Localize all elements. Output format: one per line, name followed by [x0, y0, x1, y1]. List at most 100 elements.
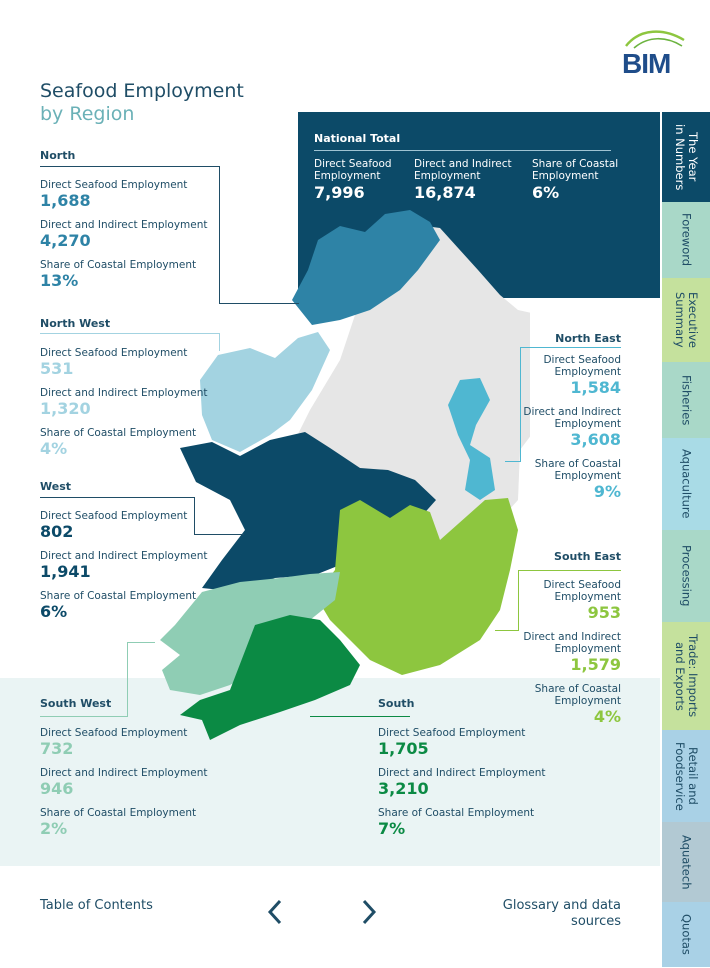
south-share-value: 7%: [378, 819, 406, 838]
north-leader-v: [219, 166, 220, 303]
northeast-leader-v: [520, 347, 521, 461]
region-west-name: West: [40, 480, 72, 493]
northwest-indirect-label: Direct and Indirect Employment: [40, 387, 208, 399]
glossary-link[interactable]: Glossary and data sources: [502, 898, 621, 929]
prev-page-button[interactable]: [263, 896, 287, 928]
south-band: [0, 678, 660, 866]
southeast-rule: [518, 570, 621, 571]
south-indirect-value: 3,210: [378, 779, 429, 798]
map-northwest-region: [200, 332, 330, 452]
west-direct-value: 802: [40, 522, 74, 541]
region-northeast: North East Direct Seafood Employment 1,5…: [521, 332, 621, 510]
west-leader-h: [194, 534, 244, 535]
tab-foreword-label: Foreword: [679, 213, 694, 267]
map-southwest-region: [160, 572, 340, 695]
national-indirect: Direct and Indirect Employment 16,874: [414, 158, 514, 202]
northeast-direct-label: Direct Seafood Employment: [543, 354, 621, 378]
southeast-share-value: 4%: [593, 707, 621, 726]
region-north: North Direct Seafood Employment 1,688 Di…: [40, 149, 215, 299]
tab-trade[interactable]: Trade: Imports and Exports: [662, 622, 710, 731]
northwest-share-value: 4%: [40, 439, 68, 458]
northeast-share-label: Share of Coastal Employment: [534, 458, 621, 482]
southwest-leader-h: [127, 642, 155, 643]
tab-aquatech[interactable]: Aquatech: [662, 822, 710, 903]
south-rule: [310, 716, 410, 717]
map-north-region: [292, 210, 440, 325]
tab-retail-foodservice[interactable]: Retail and Foodservice: [662, 730, 710, 823]
west-share-label: Share of Coastal Employment: [40, 590, 197, 602]
southeast-indirect-value: 1,579: [570, 655, 621, 674]
north-direct-value: 1,688: [40, 191, 91, 210]
south-direct-label: Direct Seafood Employment: [378, 727, 526, 739]
southeast-share-label: Share of Coastal Employment: [534, 683, 621, 707]
tab-processing[interactable]: Processing: [662, 530, 710, 623]
national-total-title: National Total: [314, 132, 401, 145]
region-west: West Direct Seafood Employment 802 Direc…: [40, 480, 215, 630]
national-share-value: 6%: [532, 183, 560, 202]
south-share-label: Share of Coastal Employment: [378, 807, 535, 819]
north-direct-label: Direct Seafood Employment: [40, 179, 188, 191]
map-northeast-region: [448, 378, 495, 500]
northwest-rule: [40, 333, 220, 334]
tab-fisheries[interactable]: Fisheries: [662, 362, 710, 439]
southwest-rule: [40, 716, 128, 717]
north-leader-h: [219, 303, 299, 304]
southwest-indirect-label: Direct and Indirect Employment: [40, 767, 208, 779]
national-indirect-label: Direct and Indirect Employment: [414, 158, 512, 182]
national-share: Share of Coastal Employment 6%: [532, 158, 622, 202]
northwest-share-label: Share of Coastal Employment: [40, 427, 197, 439]
ireland-map: [160, 210, 530, 740]
west-leader-v: [194, 497, 195, 534]
section-tabs: The Year in Numbers Foreword Executive S…: [662, 112, 710, 968]
tab-aquatech-label: Aquatech: [679, 834, 694, 890]
southwest-direct-value: 732: [40, 739, 74, 758]
tab-aquaculture[interactable]: Aquaculture: [662, 438, 710, 531]
page-subtitle: by Region: [40, 103, 135, 125]
logo-text: BIM: [622, 48, 671, 79]
west-indirect-value: 1,941: [40, 562, 91, 581]
region-south: South Direct Seafood Employment 1,705 Di…: [378, 697, 558, 847]
tab-processing-label: Processing: [679, 545, 694, 607]
tab-executive-summary[interactable]: Executive Summary: [662, 278, 710, 363]
southeast-direct-value: 953: [587, 603, 621, 622]
northwest-direct-value: 531: [40, 359, 74, 378]
region-northwest: North West Direct Seafood Employment 531…: [40, 317, 215, 467]
tab-fisheries-label: Fisheries: [679, 374, 694, 426]
southwest-share-value: 2%: [40, 819, 68, 838]
tab-foreword[interactable]: Foreword: [662, 202, 710, 279]
southeast-direct-label: Direct Seafood Employment: [543, 579, 621, 603]
chevron-left-icon: [267, 899, 282, 925]
page-title: Seafood Employment: [40, 80, 244, 102]
table-of-contents-link[interactable]: Table of Contents: [40, 898, 153, 913]
west-share-value: 6%: [40, 602, 68, 621]
northeast-leader-h: [505, 461, 521, 462]
region-southeast: South East Direct Seafood Employment 953…: [521, 550, 621, 735]
southwest-leader-v: [127, 642, 128, 716]
national-direct-label: Direct Seafood Employment: [314, 158, 392, 182]
north-indirect-label: Direct and Indirect Employment: [40, 219, 208, 231]
north-indirect-value: 4,270: [40, 231, 91, 250]
next-page-button[interactable]: [357, 896, 381, 928]
tab-year-in-numbers-label: The Year in Numbers: [673, 123, 700, 191]
west-indirect-label: Direct and Indirect Employment: [40, 550, 208, 562]
bim-logo: BIM: [620, 30, 690, 80]
tab-quotas[interactable]: Quotas: [662, 902, 710, 968]
wave-icon: [625, 30, 685, 49]
northeast-share-value: 9%: [593, 482, 621, 501]
southeast-leader-h: [495, 630, 519, 631]
national-direct-value: 7,996: [314, 183, 365, 202]
national-direct: Direct Seafood Employment 7,996: [314, 158, 404, 202]
northeast-rule: [520, 347, 621, 348]
tab-year-in-numbers[interactable]: The Year in Numbers: [662, 112, 710, 203]
region-southeast-name: South East: [554, 550, 621, 563]
northwest-indirect-value: 1,320: [40, 399, 91, 418]
map-southeast-region: [315, 498, 518, 675]
national-indirect-value: 16,874: [414, 183, 476, 202]
northeast-indirect-value: 3,608: [570, 430, 621, 449]
north-share-value: 13%: [40, 271, 79, 290]
southwest-share-label: Share of Coastal Employment: [40, 807, 197, 819]
region-southwest-name: South West: [40, 697, 112, 710]
national-divider: [314, 150, 611, 151]
region-northeast-name: North East: [555, 332, 621, 345]
south-indirect-label: Direct and Indirect Employment: [378, 767, 546, 779]
